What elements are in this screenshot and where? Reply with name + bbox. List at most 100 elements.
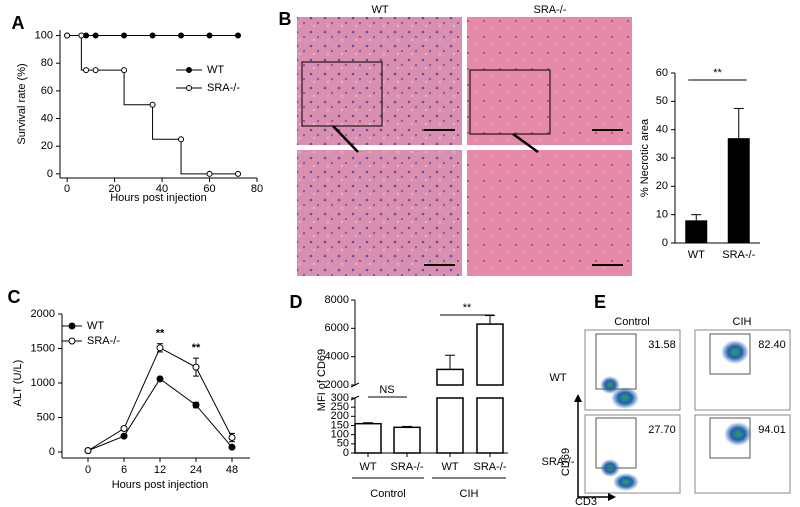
y-tick-label: 100 — [331, 429, 349, 441]
bar — [685, 220, 708, 243]
x-tick-label: WT — [688, 249, 705, 261]
line — [87, 378, 233, 452]
group-label: Control — [370, 488, 405, 500]
y-tick-label: 30 — [656, 152, 668, 164]
point — [192, 363, 200, 371]
legend-marker — [186, 85, 192, 91]
point — [92, 67, 99, 74]
significance-label: ** — [463, 302, 472, 314]
significance-label: ** — [156, 328, 165, 340]
y-tick-label: 0 — [47, 168, 53, 180]
x-tick-label: 60 — [203, 183, 215, 195]
y-tick-label: 6000 — [325, 322, 349, 334]
bar-lower — [436, 397, 464, 454]
gate — [709, 417, 751, 459]
y-tick-label: 0 — [343, 447, 349, 459]
y-tick-label: 20 — [656, 180, 668, 192]
bar-lower — [476, 397, 504, 454]
dot-cloud — [611, 387, 639, 409]
dot-cloud — [724, 422, 752, 446]
image — [297, 17, 462, 145]
x-tick-label: 0 — [85, 464, 91, 476]
y-axis-label: CD69 — [560, 448, 572, 476]
y-tick-label: 4000 — [325, 351, 349, 363]
bar — [393, 426, 421, 454]
y-tick-label: 300 — [331, 392, 349, 404]
point — [156, 344, 164, 352]
x-tick-label: SRA-/- — [391, 461, 424, 473]
y-axis-label: Survival rate (%) — [16, 63, 28, 144]
legend-label: WT — [87, 320, 104, 332]
significance-label: ** — [713, 67, 722, 79]
panel-letter: C — [8, 287, 21, 307]
panel-letter: A — [12, 13, 25, 33]
point — [206, 170, 213, 177]
y-axis-label: % Necrotic area — [639, 118, 651, 197]
point — [228, 443, 236, 451]
y-axis-label: ALT (U/L) — [12, 360, 24, 407]
point — [178, 32, 185, 39]
point — [206, 32, 213, 39]
y-tick-label: 10 — [656, 209, 668, 221]
row-label: WT — [549, 372, 566, 384]
y-tick-label: 200 — [331, 410, 349, 422]
significance-label: NS — [379, 384, 394, 396]
point — [121, 32, 128, 39]
point — [228, 434, 236, 442]
y-tick-label: 8000 — [325, 294, 349, 306]
row-label: SRA-/- — [542, 456, 575, 468]
y-tick-label: 0 — [662, 237, 668, 249]
y-tick-label: 20 — [41, 140, 53, 152]
y-tick-label: 100 — [35, 29, 53, 41]
gate — [709, 333, 751, 375]
zoom-box — [469, 69, 551, 135]
x-tick-label: 6 — [121, 464, 127, 476]
x-tick-label: SRA-/- — [474, 461, 507, 473]
y-tick-label: 60 — [656, 67, 668, 79]
point — [92, 32, 99, 39]
point — [121, 67, 128, 74]
axis-break — [350, 382, 360, 388]
point — [84, 447, 92, 455]
panel-letter: B — [279, 9, 292, 29]
histology-images — [297, 17, 632, 276]
image — [467, 150, 632, 276]
axis-arrows — [577, 398, 612, 498]
y-tick-label: 0 — [49, 446, 55, 458]
x-axis-label: Hours post injection — [112, 479, 209, 491]
x-tick-label: WT — [359, 461, 376, 473]
y-tick-label: 1500 — [31, 342, 55, 354]
point — [192, 401, 200, 409]
zoom-box — [301, 61, 383, 127]
point — [235, 32, 242, 39]
column-label: CIH — [733, 316, 752, 328]
y-axis-label: MFI of CD69 — [316, 349, 328, 411]
gate-percent: 27.70 — [648, 424, 676, 436]
point — [64, 32, 71, 39]
point — [120, 425, 128, 433]
x-tick-label: 80 — [251, 183, 263, 195]
line — [67, 35, 239, 175]
axis-break — [350, 395, 360, 401]
arrow — [512, 132, 539, 154]
image-label: WT — [371, 4, 388, 16]
gate-percent: 82.40 — [758, 339, 786, 351]
x-axis-label: Hours post injection — [110, 192, 207, 204]
y-tick-label: 40 — [656, 124, 668, 136]
gate — [595, 333, 637, 390]
dot-cloud — [721, 340, 749, 364]
significance-label: ** — [192, 342, 201, 354]
line — [87, 347, 233, 452]
column-label: Control — [614, 316, 649, 328]
bar — [727, 138, 750, 243]
dot-cloud — [613, 473, 639, 491]
x-tick-label: 20 — [108, 183, 120, 195]
arrow — [332, 125, 359, 153]
x-tick-label: 48 — [226, 464, 238, 476]
y-tick-label: 2000 — [31, 308, 55, 320]
y-tick-label: 2000 — [325, 379, 349, 391]
image — [297, 150, 462, 276]
point — [149, 101, 156, 108]
